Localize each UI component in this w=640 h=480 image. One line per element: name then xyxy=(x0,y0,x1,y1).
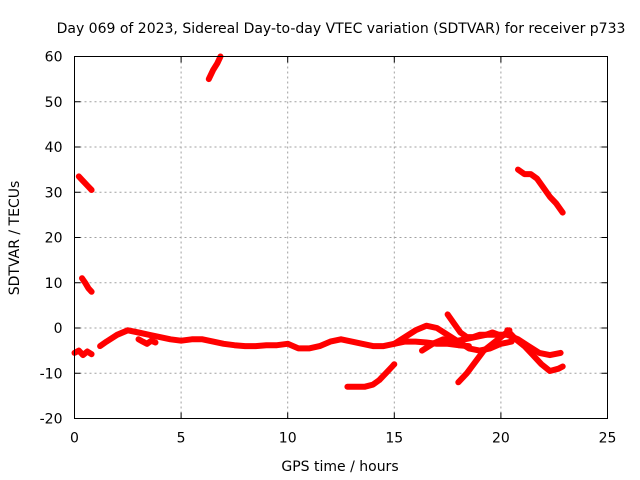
x-axis-label: GPS time / hours xyxy=(281,459,398,475)
y-tick-label: 20 xyxy=(45,231,63,247)
series-arc-10 xyxy=(444,311,502,341)
series-group xyxy=(71,53,566,390)
y-tick-label: 30 xyxy=(45,185,63,201)
y-tick-label: 0 xyxy=(54,321,63,337)
series-arc-6 xyxy=(135,336,159,347)
y-tick-label: 50 xyxy=(45,95,63,111)
x-tick-label: 20 xyxy=(492,431,510,447)
y-tick-labels: -20 -10 0 10 20 30 40 50 60 xyxy=(40,50,63,428)
x-tick-label: 10 xyxy=(279,431,297,447)
y-tick-label: 60 xyxy=(45,50,63,66)
series-arc-13 xyxy=(515,166,566,216)
axis-ticks xyxy=(74,56,608,419)
y-tick-label: 40 xyxy=(45,140,63,156)
chart-title: Day 069 of 2023, Sidereal Day-to-day VTE… xyxy=(57,21,626,37)
series-arc-3 xyxy=(79,275,95,295)
x-tick-label: 25 xyxy=(599,431,617,447)
series-arc-2 xyxy=(75,173,95,193)
y-tick-label: -20 xyxy=(40,412,63,428)
x-tick-label: 15 xyxy=(385,431,403,447)
series-arc-1 xyxy=(71,347,95,359)
series-arc-12 xyxy=(504,327,566,374)
y-tick-label: 10 xyxy=(45,276,63,292)
x-tick-labels: 0 5 10 15 20 25 xyxy=(70,431,616,447)
series-arc-4 xyxy=(205,53,224,83)
series-arc-11 xyxy=(455,327,513,386)
series-arc-7 xyxy=(344,361,398,390)
x-tick-label: 0 xyxy=(70,431,79,447)
y-axis-label: SDTVAR / TECUs xyxy=(7,181,23,296)
grid xyxy=(74,56,608,419)
y-tick-label: -10 xyxy=(40,366,63,382)
series-arc-5 xyxy=(97,327,472,352)
x-tick-label: 5 xyxy=(177,431,186,447)
